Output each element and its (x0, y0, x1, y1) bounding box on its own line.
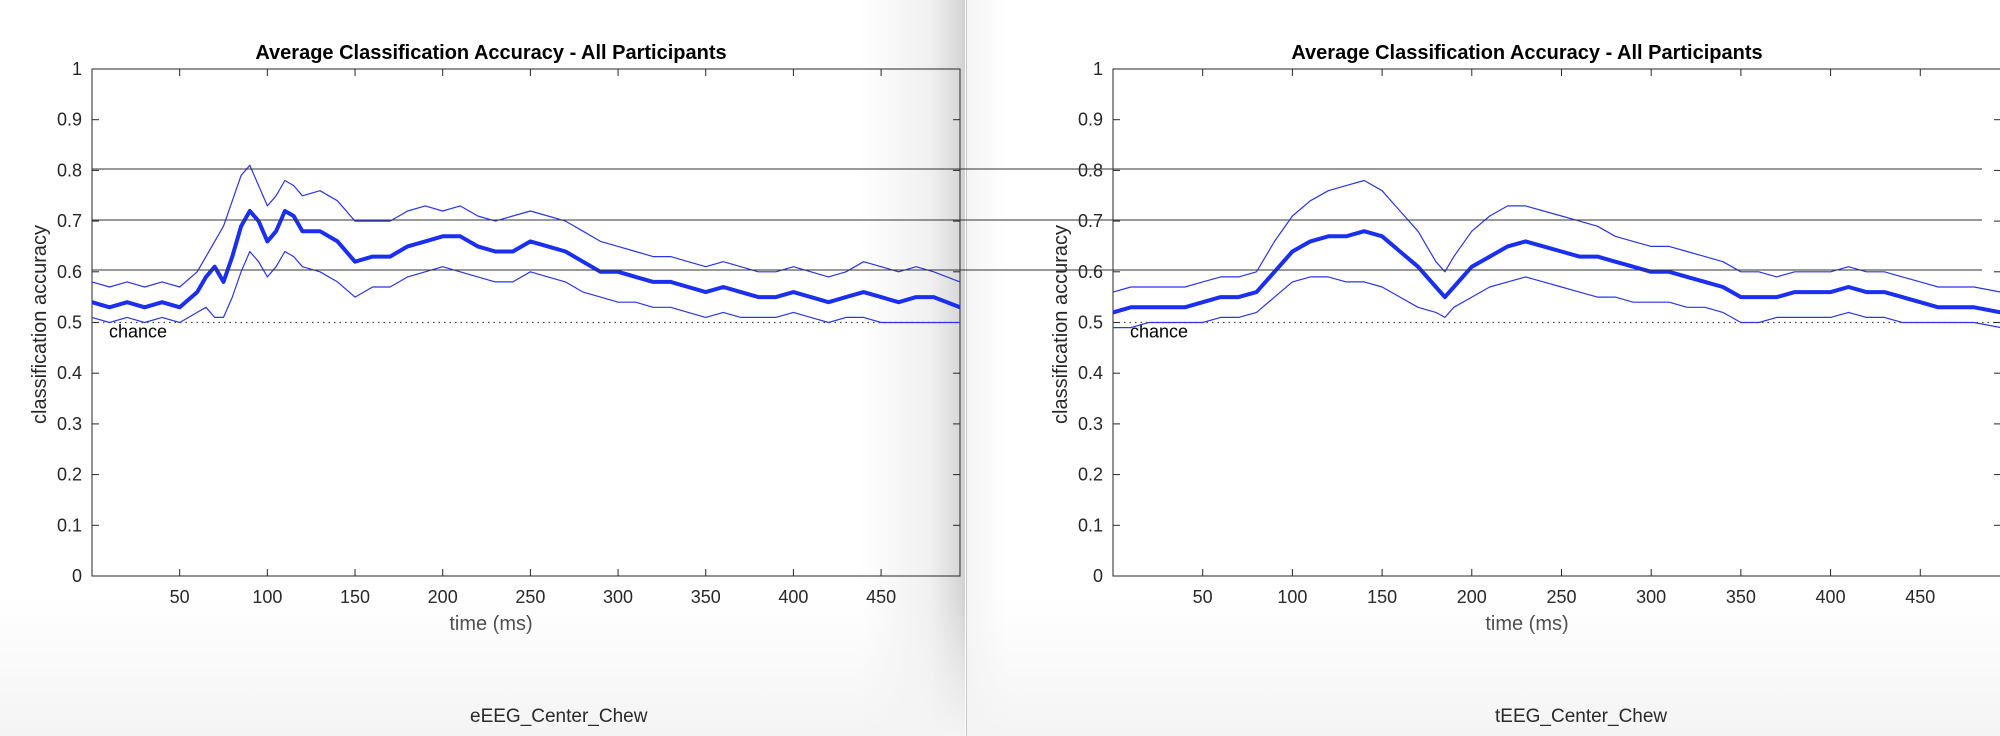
x-axis-label: time (ms) (449, 613, 532, 635)
y-tick-label: 0.6 (1078, 262, 1103, 282)
y-tick-label: 0.7 (1078, 211, 1103, 231)
x-tick-label: 350 (691, 587, 721, 607)
y-tick-label: 0.4 (57, 363, 82, 383)
series-lower-line (1113, 276, 2000, 329)
x-tick-label: 100 (1277, 587, 1307, 607)
window-caption-right: tEEG_Center_Chew (1495, 706, 1668, 727)
y-axis-label: classification accuracy (1050, 225, 1072, 424)
x-tick-label: 50 (1193, 587, 1213, 607)
x-tick-label: 400 (778, 587, 808, 607)
x-tick-label: 150 (340, 587, 370, 607)
x-tick-label: 250 (515, 587, 545, 607)
x-tick-label: 50 (170, 587, 190, 607)
y-tick-label: 0.9 (57, 110, 82, 130)
chart-title: Average Classification Accuracy - All Pa… (1291, 42, 1762, 64)
x-tick-label: 450 (866, 587, 896, 607)
y-tick-label: 0.1 (57, 515, 82, 535)
y-tick-label: 1 (1093, 59, 1103, 79)
accuracy-chart-left: Average Classification Accuracy - All Pa… (29, 42, 961, 635)
x-tick-label: 200 (1457, 587, 1487, 607)
y-tick-label: 1 (72, 59, 82, 79)
y-tick-label: 0.8 (1078, 160, 1103, 180)
figure-window-left: Average Classification Accuracy - All Pa… (0, 0, 965, 736)
x-tick-label: 150 (1367, 587, 1397, 607)
series-upper-line (1112, 179, 2000, 293)
y-tick-label: 0.8 (57, 160, 82, 180)
x-tick-label: 350 (1726, 587, 1756, 607)
x-tick-label: 300 (1636, 587, 1666, 607)
y-tick-label: 0.5 (57, 313, 82, 333)
y-tick-label: 0.4 (1078, 363, 1103, 383)
series-mean-line (1112, 229, 2000, 315)
y-tick-label: 0.3 (57, 414, 82, 434)
x-tick-label: 200 (428, 587, 458, 607)
series-lower-line (91, 250, 960, 324)
x-axis-label: time (ms) (1485, 613, 1568, 635)
x-tick-label: 450 (1905, 587, 1935, 607)
y-tick-label: 0.7 (57, 211, 82, 231)
y-tick-label: 0.2 (1078, 465, 1103, 485)
y-tick-label: 0.6 (57, 262, 82, 282)
y-tick-label: 0 (1093, 566, 1103, 586)
chance-label: chance (109, 322, 167, 342)
chart-title: Average Classification Accuracy - All Pa… (255, 42, 726, 64)
x-tick-label: 100 (252, 587, 282, 607)
y-tick-label: 0.1 (1078, 515, 1103, 535)
window-caption-left: eEEG_Center_Chew (470, 706, 648, 727)
figure-window-right: Average Classification Accuracy - All Pa… (966, 0, 2000, 736)
x-tick-label: 400 (1816, 587, 1846, 607)
accuracy-chart-right: Average Classification Accuracy - All Pa… (1050, 42, 2000, 635)
chance-label: chance (1130, 322, 1188, 342)
y-tick-label: 0 (72, 566, 82, 586)
series-mean-line (91, 209, 961, 310)
x-tick-label: 300 (603, 587, 633, 607)
series-upper-line (91, 164, 961, 288)
y-tick-label: 0.5 (1078, 313, 1103, 333)
y-tick-label: 0.3 (1078, 414, 1103, 434)
y-tick-label: 0.9 (1078, 110, 1103, 130)
y-tick-label: 0.2 (57, 465, 82, 485)
x-tick-label: 250 (1546, 587, 1576, 607)
y-axis-label: classification accuracy (29, 225, 51, 424)
